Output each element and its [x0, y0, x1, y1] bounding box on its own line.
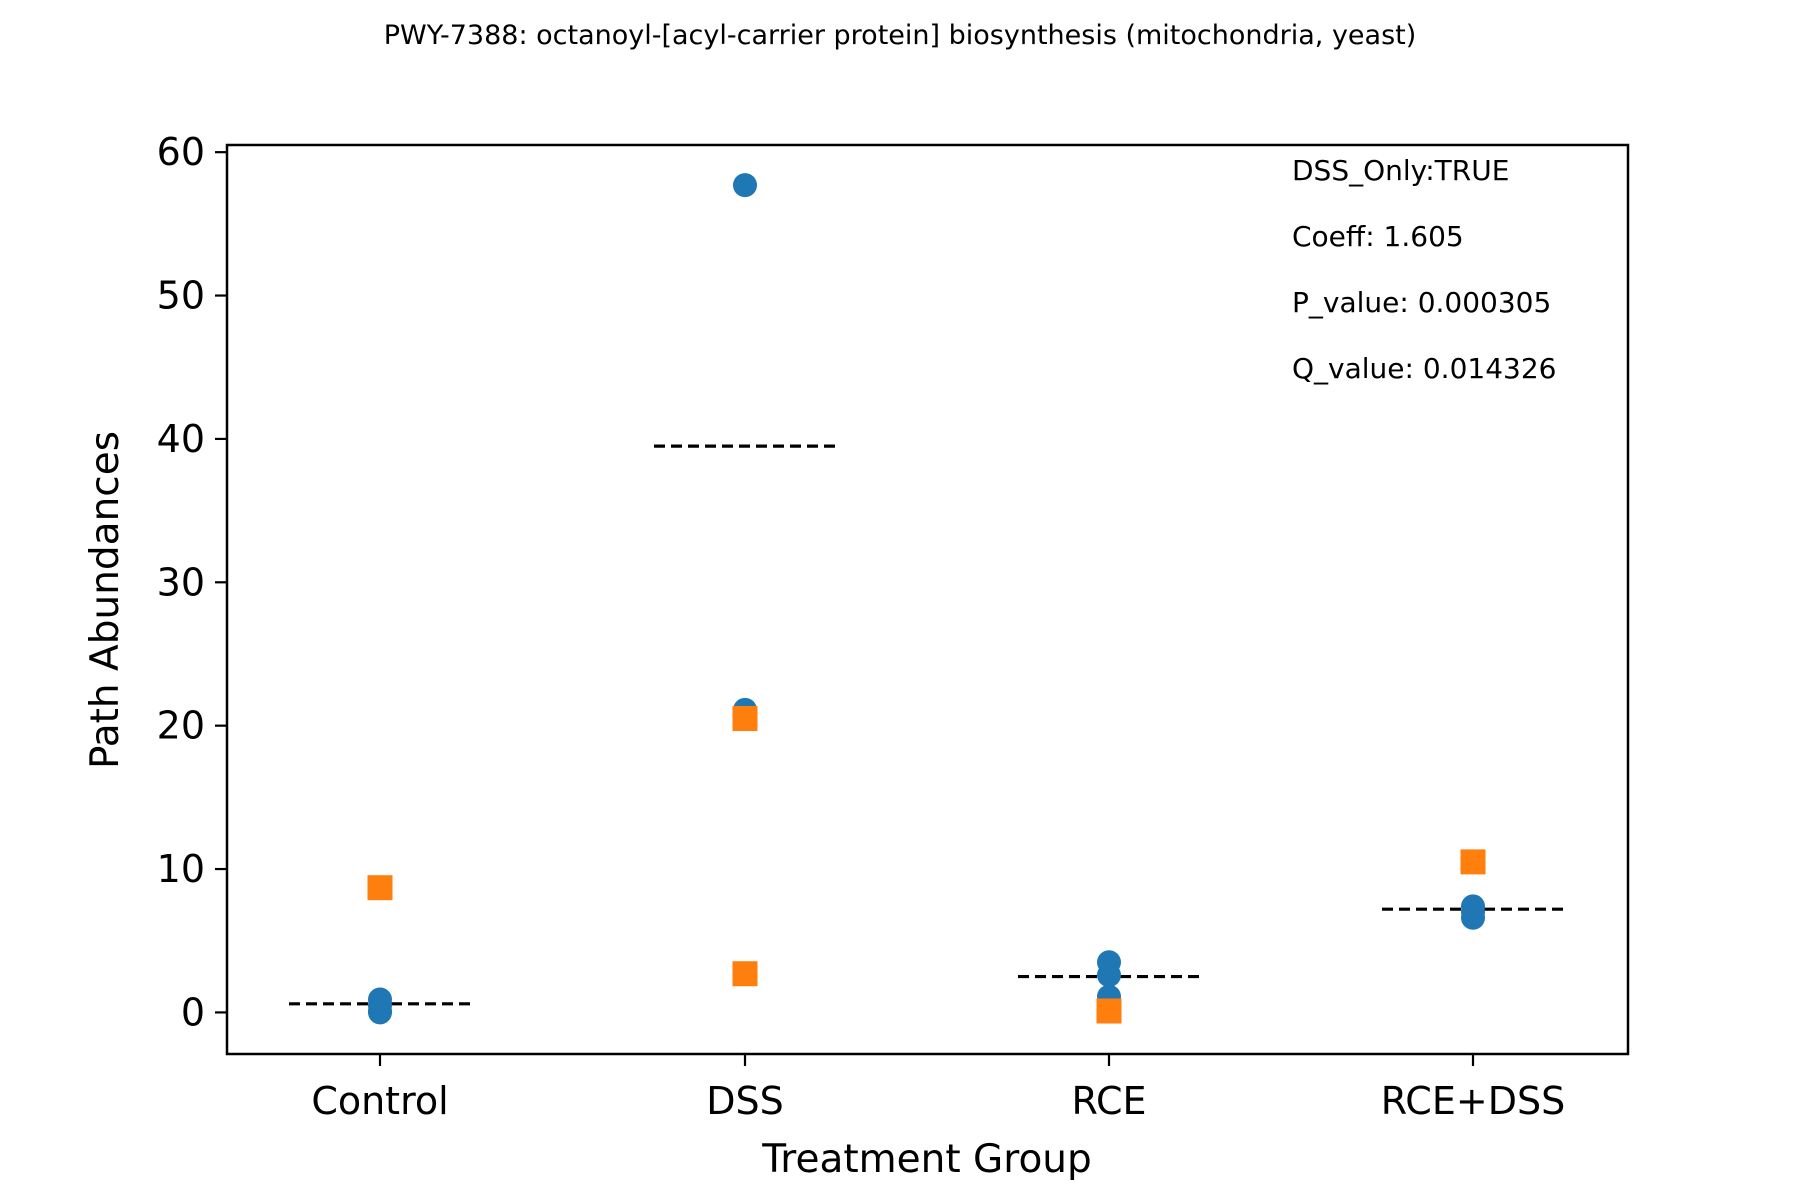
x-axis-label: Treatment Group: [761, 1137, 1092, 1182]
stats-annotation: DSS_Only:TRUE: [1292, 154, 1509, 187]
stats-annotation: Q_value: 0.014326: [1292, 352, 1556, 385]
plot-area: 0 10 20 30 40 50 60 Control DSS RCE RCE+DSS DSS_Onl…: [157, 130, 1630, 1123]
plot-frame: [225, 143, 1630, 1056]
data-point-circle: [1461, 905, 1485, 930]
chart-title: PWY-7388: octanoyl-[acyl-carrier protein…: [384, 20, 1417, 51]
x-tick-label: RCE+DSS: [1381, 1079, 1565, 1123]
data-point-circle: [1097, 963, 1121, 988]
y-tick-label: 0: [181, 990, 205, 1034]
y-axis-label: Path Abundances: [83, 431, 128, 769]
data-point-circle: [733, 173, 757, 198]
data-point-square: [732, 961, 758, 987]
y-tick-label: 50: [157, 274, 205, 318]
data-point-square: [1096, 998, 1122, 1024]
y-tick-label: 30: [157, 560, 205, 604]
data-point-square: [1460, 849, 1486, 875]
x-tick-label: DSS: [706, 1079, 784, 1123]
stats-annotation: P_value: 0.000305: [1292, 286, 1551, 319]
x-tick-label: Control: [311, 1079, 448, 1123]
data-point-square: [367, 875, 393, 901]
y-tick-label: 40: [157, 417, 205, 461]
data-point-square: [732, 706, 758, 732]
data-point-circle: [368, 1000, 392, 1025]
y-tick-label: 10: [157, 847, 205, 891]
x-tick-label: RCE: [1071, 1079, 1146, 1123]
y-tick-label: 60: [157, 130, 205, 174]
stats-annotation: Coeff: 1.605: [1292, 220, 1464, 253]
y-tick-label: 20: [157, 704, 205, 748]
